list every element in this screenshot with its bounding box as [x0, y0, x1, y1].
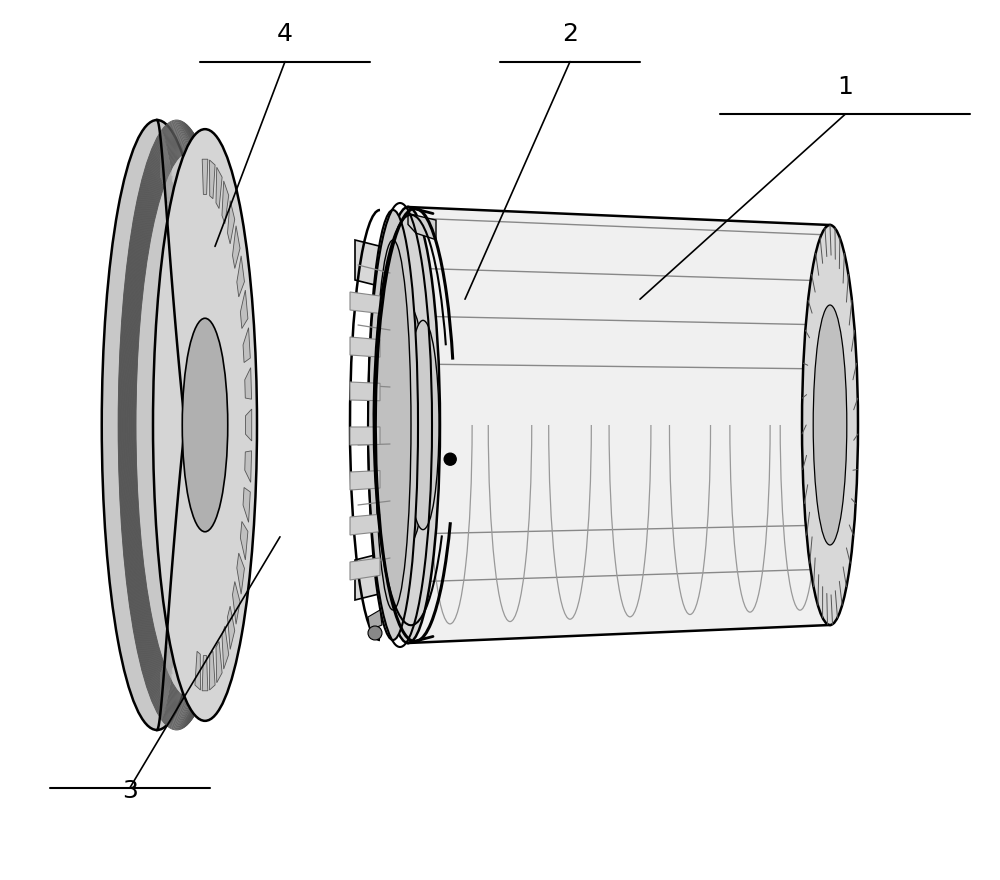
Polygon shape — [237, 553, 244, 594]
Ellipse shape — [444, 453, 456, 466]
Polygon shape — [350, 292, 380, 313]
Ellipse shape — [407, 320, 439, 530]
Polygon shape — [408, 207, 830, 643]
Polygon shape — [228, 606, 235, 649]
Polygon shape — [202, 159, 208, 194]
Ellipse shape — [389, 305, 427, 545]
Ellipse shape — [153, 129, 257, 721]
Polygon shape — [350, 471, 380, 490]
Polygon shape — [228, 201, 235, 244]
Polygon shape — [240, 290, 248, 328]
Polygon shape — [222, 181, 229, 224]
Polygon shape — [210, 651, 215, 690]
Polygon shape — [243, 327, 250, 363]
Ellipse shape — [802, 225, 858, 625]
Text: 4: 4 — [277, 22, 293, 46]
Polygon shape — [216, 642, 222, 683]
Polygon shape — [350, 427, 380, 445]
Polygon shape — [233, 582, 240, 624]
Polygon shape — [210, 160, 215, 199]
Polygon shape — [195, 651, 200, 690]
Polygon shape — [243, 488, 250, 523]
Polygon shape — [368, 610, 382, 630]
Polygon shape — [245, 368, 252, 400]
Polygon shape — [240, 522, 248, 560]
Ellipse shape — [102, 120, 212, 730]
Polygon shape — [233, 226, 240, 268]
Polygon shape — [355, 240, 395, 290]
Ellipse shape — [368, 626, 382, 640]
Polygon shape — [350, 382, 380, 400]
Polygon shape — [408, 214, 436, 239]
Text: 2: 2 — [562, 22, 578, 46]
Text: 3: 3 — [122, 780, 138, 803]
Polygon shape — [202, 656, 208, 691]
Polygon shape — [245, 451, 252, 482]
Polygon shape — [350, 558, 380, 580]
Polygon shape — [237, 256, 244, 297]
Ellipse shape — [182, 319, 228, 532]
Polygon shape — [216, 167, 222, 209]
Polygon shape — [246, 409, 252, 441]
Ellipse shape — [813, 305, 847, 545]
Polygon shape — [355, 550, 395, 600]
Ellipse shape — [376, 207, 440, 643]
Polygon shape — [350, 337, 380, 357]
Text: 1: 1 — [837, 75, 853, 99]
Polygon shape — [222, 627, 229, 669]
Ellipse shape — [368, 210, 418, 640]
Ellipse shape — [375, 240, 411, 610]
Polygon shape — [350, 514, 380, 535]
